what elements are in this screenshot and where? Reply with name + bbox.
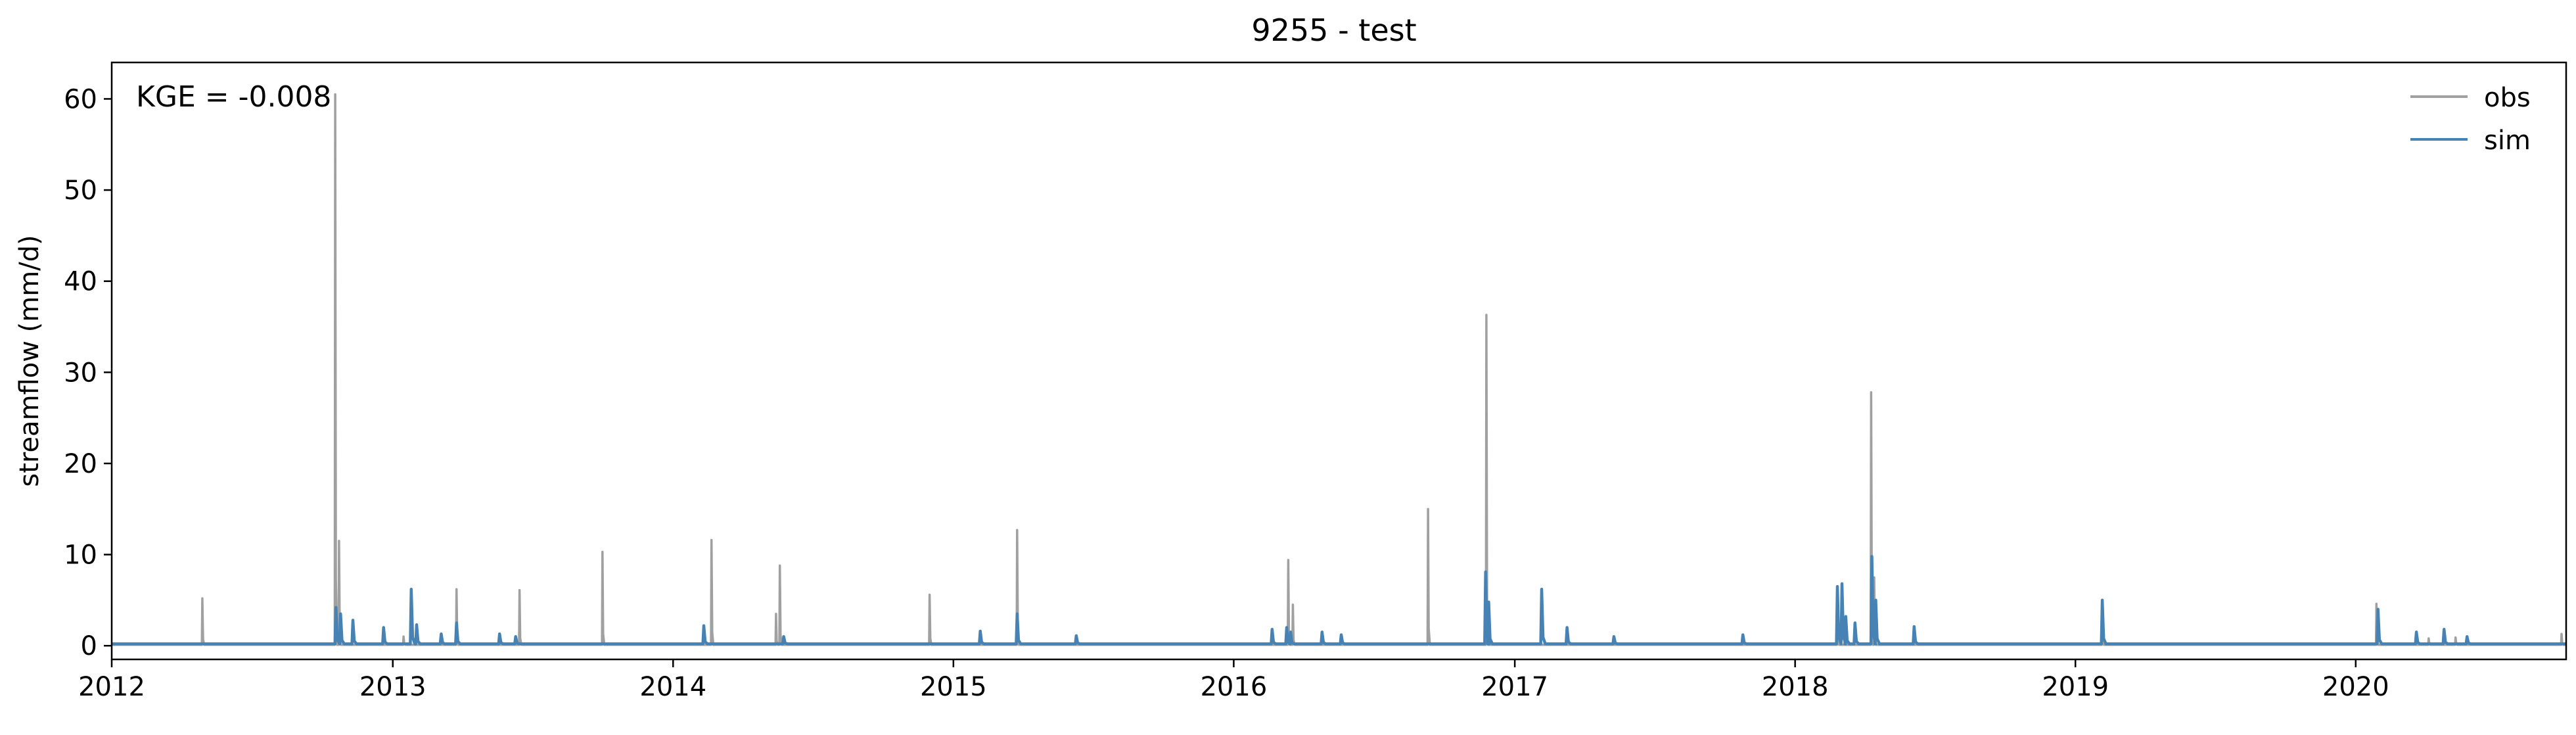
y-tick-label: 30 xyxy=(64,358,97,388)
kge-annotation: KGE = -0.008 xyxy=(136,80,331,114)
x-tick-label: 2018 xyxy=(1762,672,1829,702)
y-axis: 0 10 20 30 40 50 60 xyxy=(64,84,112,661)
plot-frame xyxy=(112,62,2566,659)
legend-label-sim: sim xyxy=(2484,126,2531,156)
y-tick-label: 0 xyxy=(81,631,97,661)
plot-border xyxy=(110,61,2567,661)
x-tick-label: 2016 xyxy=(1200,672,1267,702)
y-tick-label: 60 xyxy=(64,84,97,114)
y-tick-label: 50 xyxy=(64,176,97,206)
x-tick-label: 2020 xyxy=(2322,672,2389,702)
x-tick-label: 2017 xyxy=(1481,672,1548,702)
x-tick-label: 2015 xyxy=(920,672,987,702)
x-tick-label: 2014 xyxy=(639,672,706,702)
x-axis: 2012 2013 2014 2015 2016 2017 2018 2019 2020 xyxy=(78,659,2389,702)
chart-title: 9255 - test xyxy=(1251,12,1416,48)
x-tick-label: 2013 xyxy=(359,672,426,702)
y-axis-label: streamflow (mm/d) xyxy=(14,235,45,486)
series-layer xyxy=(112,93,2566,646)
y-tick-label: 20 xyxy=(64,449,97,479)
x-tick-label: 2019 xyxy=(2042,672,2109,702)
legend-label-obs: obs xyxy=(2484,83,2531,113)
y-tick-label: 10 xyxy=(64,540,97,571)
plot-area xyxy=(110,61,2567,661)
series-line-sim xyxy=(112,555,2566,646)
y-tick-label: 40 xyxy=(64,267,97,297)
x-tick-label: 2012 xyxy=(78,672,145,702)
legend: obs sim xyxy=(2410,83,2531,156)
